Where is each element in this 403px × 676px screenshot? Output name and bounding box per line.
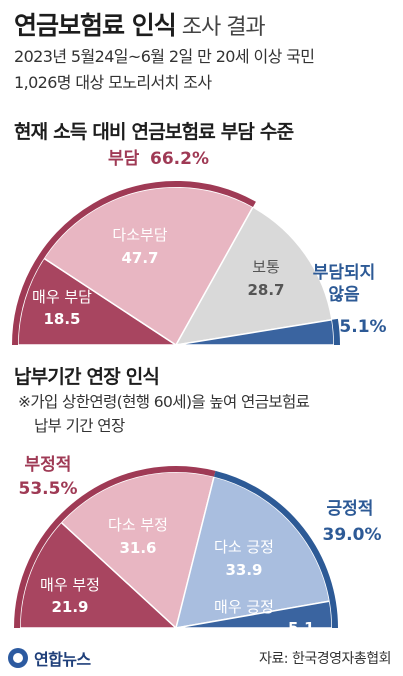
chart2-slice-value-2: 33.9: [225, 561, 262, 579]
chart1-group-label-1-1: 않음: [328, 285, 360, 305]
chart1-group-label-0: 부담: [108, 149, 140, 169]
chart2-slice-label-3: 매우 긍정: [214, 598, 274, 616]
chart1-group-value-1: 5.1%: [339, 317, 386, 337]
chart1-slice-label-1: 다소부담: [112, 226, 167, 244]
chart1-group-arc-0: [12, 181, 256, 346]
note-line1: ※가입 상한연령(현행 60세)을 높여 연금보험료: [18, 393, 310, 411]
chart2-slice-label-0: 매우 부정: [40, 576, 100, 594]
chart2-slice-value-3: 5.1: [288, 619, 315, 637]
logo-text: 연합뉴스: [34, 650, 91, 669]
chart2-slice-label-1: 다소 부정: [108, 516, 168, 534]
section1-title: 현재 소득 대비 연금보험료 부담 수준: [14, 121, 294, 143]
chart2-slice-value-0: 21.9: [51, 598, 88, 616]
chart2-group-arc-1: [214, 470, 338, 629]
chart1-slice-2: [174, 206, 333, 346]
chart1-slice-value-0: 18.5: [43, 310, 80, 328]
chart1-slice-0: [17, 257, 179, 346]
chart2-group-value-1: 39.0%: [323, 525, 382, 545]
chart1-slice-value-2: 28.7: [247, 281, 284, 299]
title-subtitle: 조사 결과: [181, 15, 266, 40]
chart2-slice-label-2: 다소 긍정: [214, 538, 274, 556]
chart2-group-arc-0: [14, 466, 216, 629]
section2-note: ※가입 상한연령(현행 60세)을 높여 연금보험료 납부 기간 연장: [18, 390, 310, 438]
chart1-slice-1: [42, 186, 255, 347]
chart1-group-label-1-0: 부담되지: [313, 263, 376, 283]
note-line2: 납부 기간 연장: [34, 417, 125, 435]
chart2-group-label-1: 긍정적: [327, 499, 374, 519]
chart1-slice-value-1: 47.7: [121, 249, 158, 267]
yonhap-logo-icon: [8, 648, 28, 668]
chart1-group-value-0: 66.2%: [150, 149, 209, 169]
chart1-slice-label-0: 매우 부담: [32, 288, 92, 306]
survey-sample: 1,026명 대상 모노리서치 조사: [14, 73, 212, 92]
page-title: 연금보험료 인식 조사 결과: [14, 6, 266, 42]
chart2-slice-1: [60, 471, 215, 630]
section2-title: 납부기간 연장 인식: [14, 366, 160, 388]
chart2-slice-0: [19, 521, 178, 629]
chart2-slice-2: [174, 475, 331, 629]
chart2-group-value-0: 53.5%: [19, 479, 78, 499]
chart2-group-label-0: 부정적: [25, 455, 72, 475]
chart1-group-arc-1: [331, 318, 340, 346]
title-text: 연금보험료 인식: [14, 11, 177, 40]
footer-logo: 연합뉴스: [8, 646, 91, 670]
chart2-slice-value-1: 31.6: [119, 539, 156, 557]
survey-info: 2023년 5월24일~6월 2일 만 20세 이상 국민 1,026명 대상 …: [14, 44, 315, 96]
survey-period: 2023년 5월24일~6월 2일 만 20세 이상 국민: [14, 47, 315, 66]
source-text: 자료: 한국경영자총협회: [259, 651, 391, 667]
chart1-slice-label-2: 보통: [252, 258, 280, 276]
